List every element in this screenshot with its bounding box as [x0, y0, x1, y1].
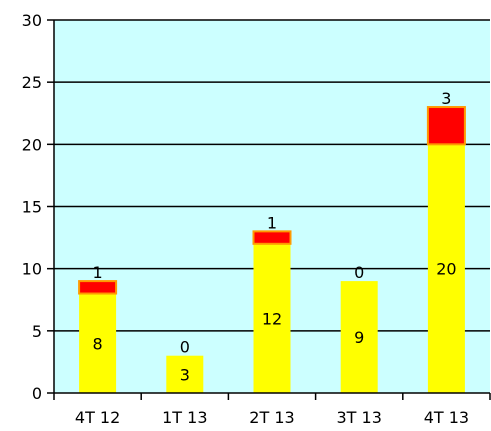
y-axis-ticks: 0 5 10 15 20 25 30: [22, 11, 54, 403]
y-tick-label: 5: [32, 322, 42, 341]
data-label: 1: [93, 263, 103, 282]
y-tick-label: 30: [22, 11, 42, 30]
y-tick-label: 10: [22, 260, 42, 279]
data-label: 8: [93, 334, 103, 353]
bar-segment-top: [78, 280, 118, 295]
bar-segment-top: [426, 106, 466, 146]
x-tick-label: 3T 13: [336, 408, 381, 427]
y-tick-label: 15: [22, 198, 42, 217]
data-label: 3: [441, 89, 451, 108]
y-tick-label: 0: [32, 384, 42, 403]
data-labels: 8 1 3 0 12 1 9 0 20 3: [93, 89, 457, 384]
data-label: 0: [354, 263, 364, 282]
x-tick-label: 2T 13: [249, 408, 294, 427]
bar-segment-base: [340, 281, 378, 393]
bar-segment-base: [79, 293, 117, 393]
data-label: 9: [354, 328, 364, 347]
bar-segment-base: [427, 144, 465, 393]
data-label: 20: [436, 260, 456, 279]
bar-segment-top: [252, 230, 292, 245]
data-label: 0: [180, 338, 190, 357]
bars: [78, 106, 466, 393]
data-label: 1: [267, 213, 277, 232]
bar-segment-base: [253, 243, 291, 393]
data-label: 12: [262, 309, 282, 328]
x-tick-label: 4T 12: [75, 408, 120, 427]
x-tick-label: 1T 13: [162, 408, 207, 427]
x-tick-label: 4T 13: [424, 408, 469, 427]
y-tick-label: 20: [22, 135, 42, 154]
y-tick-label: 25: [22, 73, 42, 92]
data-label: 3: [180, 365, 190, 384]
bar-segment-base: [166, 355, 204, 393]
x-axis-ticks: 4T 12 1T 13 2T 13 3T 13 4T 13: [53, 393, 491, 427]
